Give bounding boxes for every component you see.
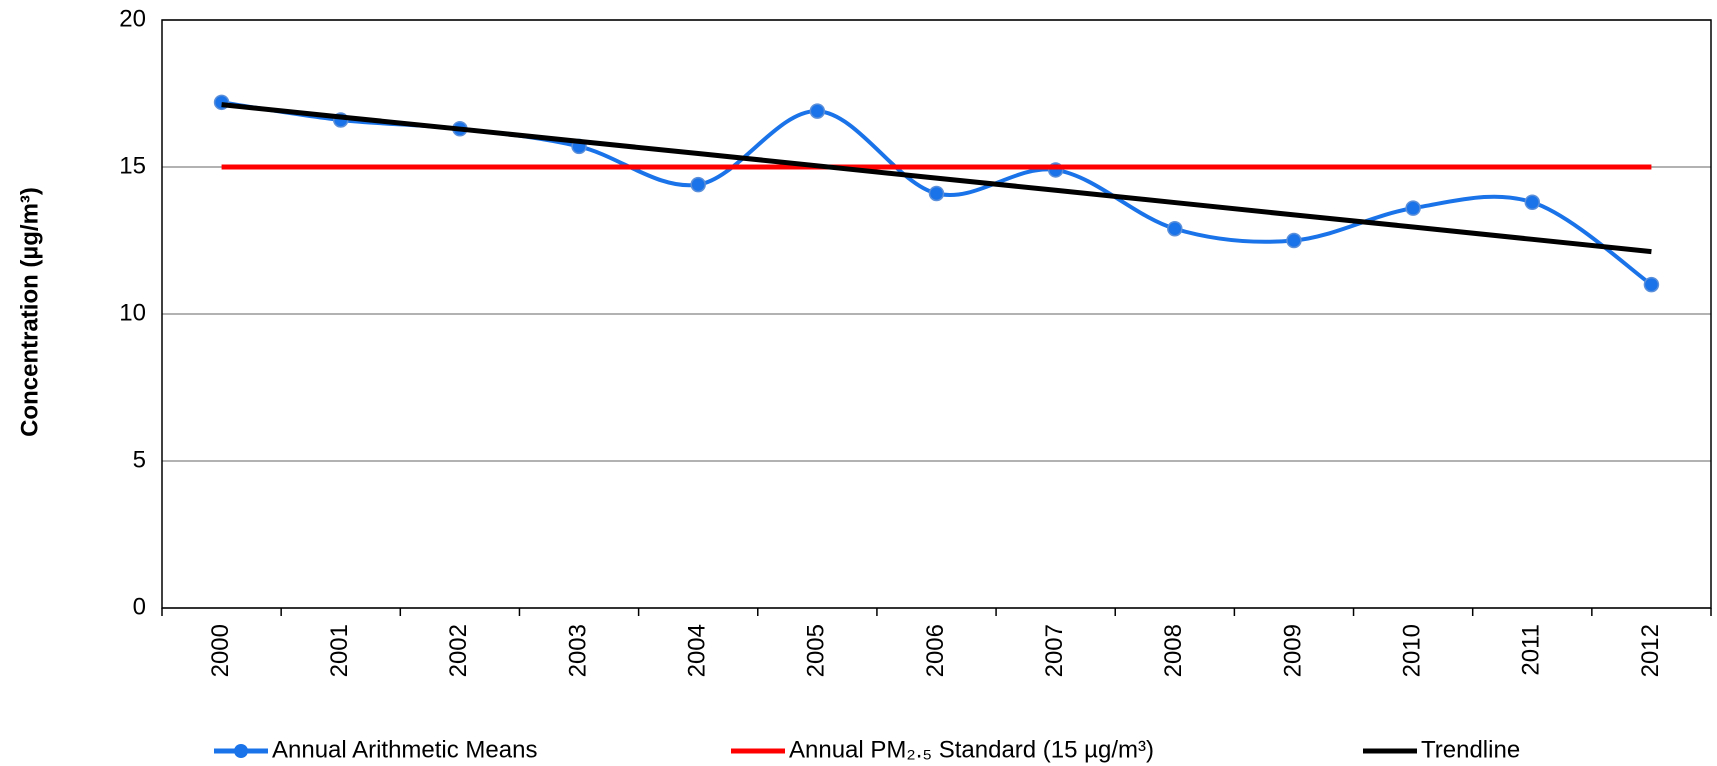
x-tick-label: 2003 [564, 624, 591, 677]
point [1643, 276, 1660, 293]
x-tick-label: 2012 [1637, 624, 1664, 677]
legend-marker [234, 744, 248, 758]
point [1524, 194, 1541, 211]
x-tick-label: 2008 [1160, 624, 1187, 677]
x-tick-label: 2006 [922, 624, 949, 677]
legend-label: Annual PM₂.₅ Standard (15 µg/m³) [789, 736, 1154, 763]
point [1167, 220, 1183, 237]
y-tick-label: 10 [119, 299, 146, 326]
y-tick-label: 15 [119, 152, 146, 179]
y-axis-title: Concentration (µg/m³) [16, 187, 43, 437]
series-line [221, 102, 1652, 255]
legend-label: Annual Arithmetic Means [272, 736, 537, 763]
y-tick-label: 20 [119, 5, 146, 32]
x-tick-label: 2001 [326, 624, 353, 677]
x-tick-label: 2010 [1398, 624, 1425, 677]
y-tick-label: 0 [133, 593, 146, 620]
x-tick-label: 2011 [1518, 624, 1545, 676]
y-tick-label: 5 [133, 446, 146, 473]
point [1405, 200, 1421, 216]
x-tick-label: 2007 [1041, 624, 1068, 677]
x-tick-label: 2000 [207, 624, 234, 677]
plot-border [161, 19, 1712, 609]
legend-label: Trendline [1421, 736, 1520, 763]
x-tick-label: 2005 [803, 624, 830, 677]
point [690, 176, 706, 193]
point [809, 103, 826, 119]
x-tick-label: 2002 [445, 624, 472, 677]
point [1286, 232, 1302, 249]
x-tick-label: 2009 [1279, 624, 1306, 677]
x-tick-label: 2004 [684, 624, 711, 677]
point [928, 185, 945, 202]
